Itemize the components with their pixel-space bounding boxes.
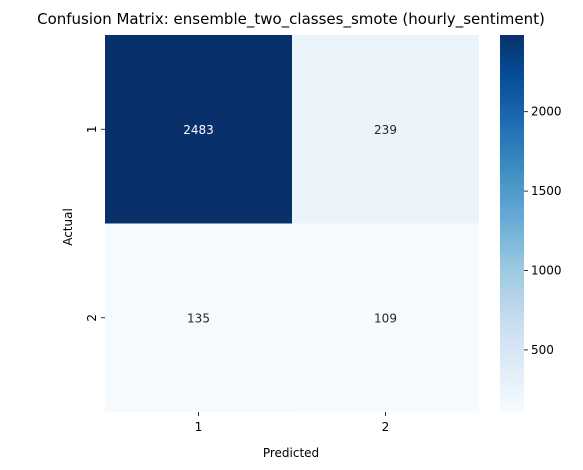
colorbar-tick-label: 2000 xyxy=(531,105,562,119)
colorbar-tick-label: 1000 xyxy=(531,264,562,278)
y-tick-label: 1 xyxy=(85,125,99,133)
x-axis-label: Predicted xyxy=(263,446,319,460)
cell-value-label: 109 xyxy=(374,311,397,325)
cell-value-label: 135 xyxy=(187,311,210,325)
colorbar-tick-label: 1500 xyxy=(531,184,562,198)
heatmap-cell xyxy=(292,35,479,224)
x-tick-label: 2 xyxy=(382,420,390,434)
colorbar-tick-label: 500 xyxy=(531,343,554,357)
colorbar xyxy=(500,35,524,412)
colorbar-ticks: 500 1000 1500 2000 xyxy=(524,105,562,357)
y-axis: 12 xyxy=(85,125,105,322)
x-tick-label: 1 xyxy=(195,420,203,434)
cell-value-label: 239 xyxy=(374,123,397,137)
chart-title: Confusion Matrix: ensemble_two_classes_s… xyxy=(37,10,545,29)
y-tick-label: 2 xyxy=(85,314,99,322)
y-axis-label: Actual xyxy=(61,208,75,246)
heatmap-cell xyxy=(105,35,292,224)
heatmap-cell xyxy=(292,223,479,412)
cell-value-label: 2483 xyxy=(183,123,214,137)
heatmap-cell xyxy=(105,223,292,412)
